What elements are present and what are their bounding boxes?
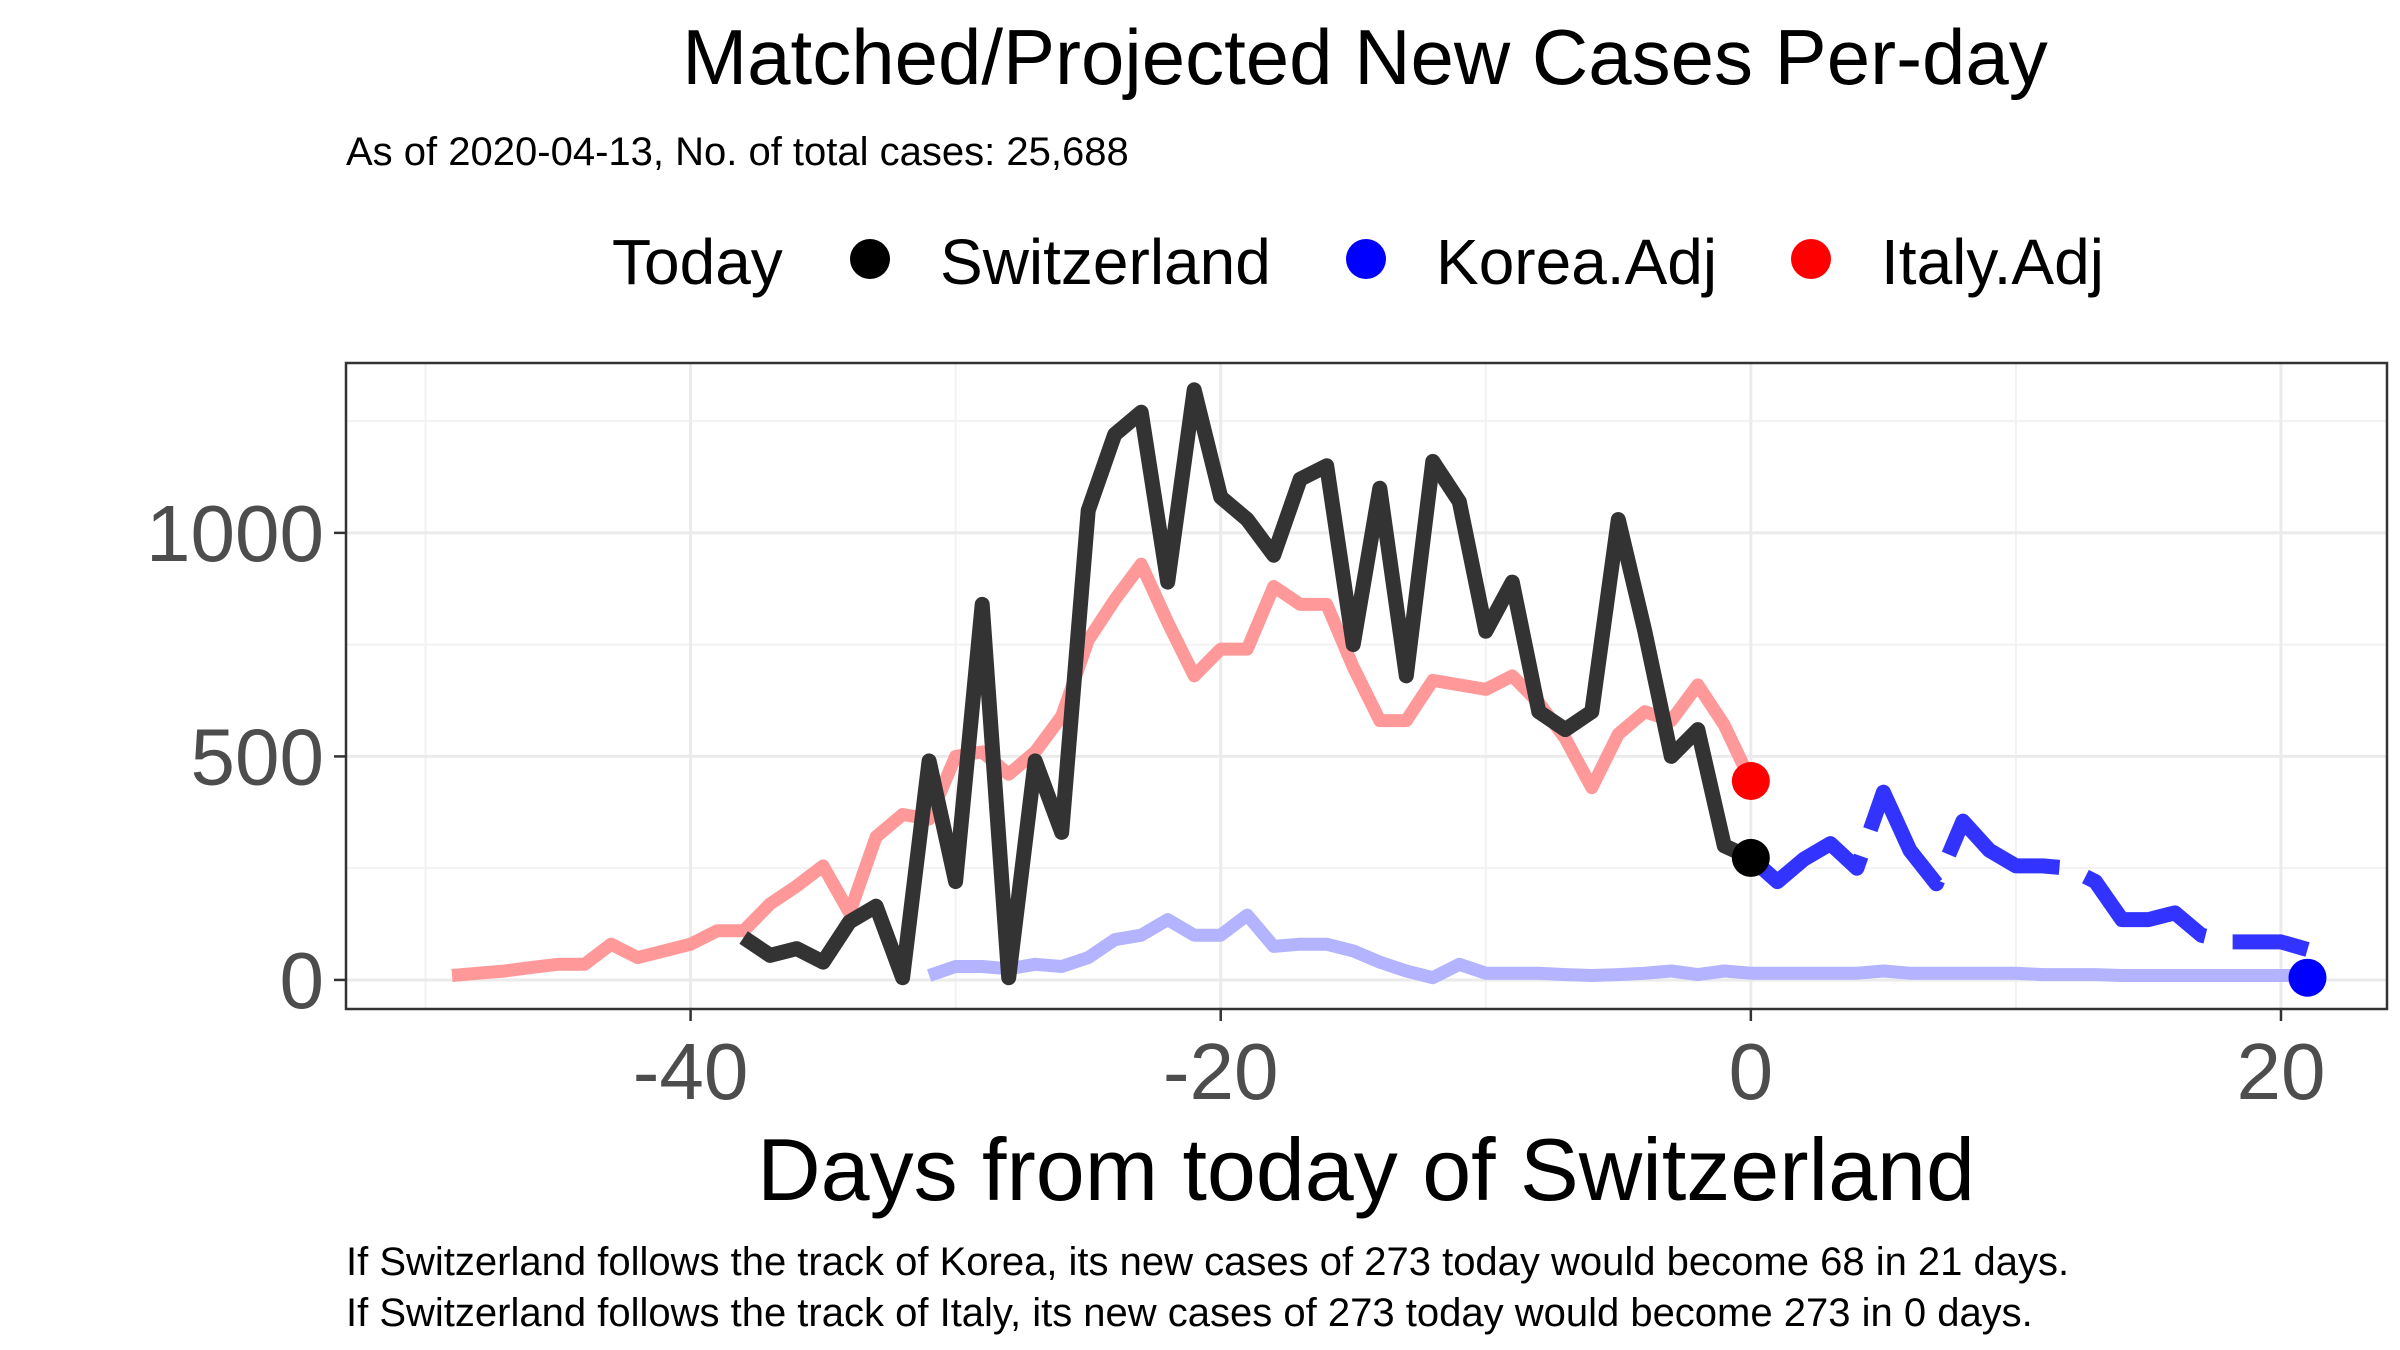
plot-area xyxy=(344,361,2389,1011)
legend-label-switzerland: Switzerland xyxy=(940,226,1271,298)
legend: Today Switzerland Korea.Adj Italy.Adj xyxy=(612,226,2104,298)
legend-key-switzerland xyxy=(850,239,890,279)
legend-label-korea: Korea.Adj xyxy=(1436,226,1717,298)
chart-subtitle: As of 2020-04-13, No. of total cases: 25… xyxy=(346,130,1129,174)
x-tick-label: -20 xyxy=(1163,1027,1279,1116)
legend-title: Today xyxy=(612,226,783,298)
y-axis: 0 500 1000 xyxy=(146,489,346,1025)
plot-border xyxy=(344,361,2389,1011)
x-axis-title: Days from today of Switzerland xyxy=(757,1120,1975,1219)
today-point-korea-adj xyxy=(2288,958,2327,997)
x-tick-label: 20 xyxy=(2236,1027,2325,1116)
y-tick-label: 0 xyxy=(280,936,325,1025)
caption-korea: If Switzerland follows the track of Kore… xyxy=(346,1240,2069,1284)
legend-key-italy xyxy=(1791,239,1831,279)
caption-italy: If Switzerland follows the track of Ital… xyxy=(346,1291,2033,1335)
today-point-switzerland xyxy=(1731,838,1770,877)
today-point-italy-adj xyxy=(1731,762,1770,800)
chart-title: Matched/Projected New Cases Per-day xyxy=(682,13,2048,101)
series-line-korea-adj-matched xyxy=(927,908,2308,985)
points-layer xyxy=(1731,762,2327,997)
x-tick-label: 0 xyxy=(1729,1027,1774,1116)
legend-label-italy: Italy.Adj xyxy=(1881,226,2104,298)
series-layer xyxy=(451,382,2310,986)
legend-key-korea xyxy=(1346,239,1386,279)
x-tick-label: -40 xyxy=(633,1027,749,1116)
y-tick-label: 500 xyxy=(191,712,324,801)
series-line-korea-adj-projected xyxy=(1745,784,2310,957)
series-line-switzerland xyxy=(739,382,1754,986)
x-axis: -40 -20 0 20 xyxy=(633,1009,2325,1116)
y-tick-label: 1000 xyxy=(146,489,324,578)
